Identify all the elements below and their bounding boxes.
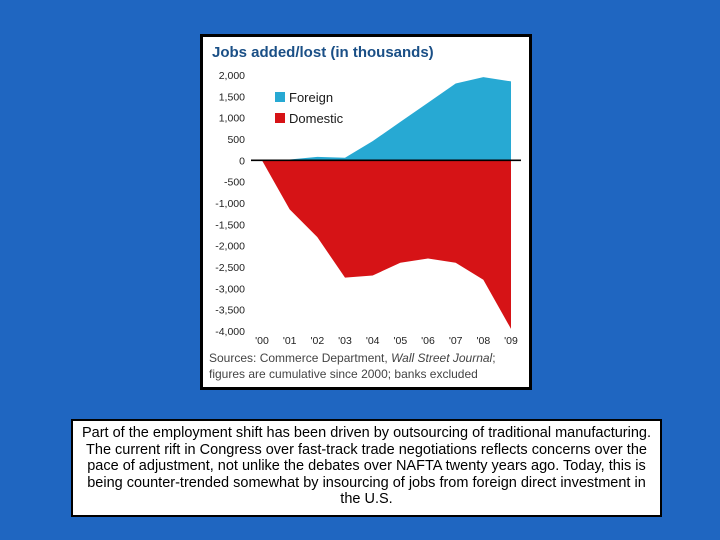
x-tick-label: '00 — [255, 335, 269, 347]
legend-swatch-foreign — [275, 92, 285, 102]
x-tick-label: '02 — [310, 335, 324, 347]
series-foreign-area — [262, 77, 511, 161]
y-tick-label: -2,000 — [215, 241, 245, 253]
chart-title: Jobs added/lost (in thousands) — [212, 44, 434, 61]
chart-frame: Jobs added/lost (in thousands) 2,000 1,500… — [200, 34, 532, 390]
chart-panel: Jobs added/lost (in thousands) 2,000 1,500… — [203, 37, 529, 387]
y-tick-label: -3,500 — [215, 305, 245, 317]
x-tick-label: '04 — [366, 335, 380, 347]
x-tick-label: '09 — [504, 335, 518, 347]
source-note-line-2: figures are cumulative since 2000; banks… — [209, 367, 478, 381]
y-tick-label: -2,500 — [215, 262, 245, 274]
y-tick-label: 2,000 — [219, 70, 245, 82]
area-chart: Jobs added/lost (in thousands) 2,000 1,500… — [209, 44, 521, 381]
legend-label-foreign: Foreign — [289, 90, 333, 105]
x-tick-label: '07 — [449, 335, 463, 347]
caption-box: Part of the employment shift has been dr… — [71, 419, 662, 517]
x-tick-label: '06 — [421, 335, 435, 347]
x-tick-label: '05 — [393, 335, 407, 347]
y-tick-label: -500 — [224, 177, 245, 189]
y-tick-label: -1,500 — [215, 219, 245, 231]
y-tick-label: 1,500 — [219, 91, 245, 103]
y-tick-label: -3,000 — [215, 283, 245, 295]
y-tick-label: -4,000 — [215, 326, 245, 338]
y-tick-label: -1,000 — [215, 198, 245, 210]
legend-swatch-domestic — [275, 113, 285, 123]
x-tick-label: '08 — [476, 335, 490, 347]
caption-text: Part of the employment shift has been dr… — [81, 425, 652, 507]
x-tick-label: '03 — [338, 335, 352, 347]
y-tick-label: 0 — [239, 155, 245, 167]
series-domestic-area — [262, 160, 511, 329]
source-note-line-1: Sources: Commerce Department, Wall Stree… — [209, 351, 496, 365]
y-tick-label: 1,000 — [219, 113, 245, 125]
legend-label-domestic: Domestic — [289, 111, 344, 126]
y-tick-label: 500 — [227, 134, 245, 146]
x-tick-label: '01 — [283, 335, 297, 347]
